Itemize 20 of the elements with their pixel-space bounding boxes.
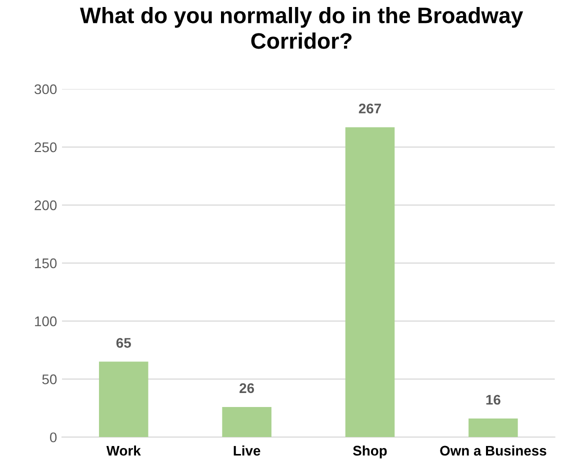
bar	[345, 127, 395, 438]
y-tick-label: 250	[34, 142, 57, 152]
data-label: 26	[240, 383, 254, 394]
x-tick-label: Live	[234, 445, 260, 456]
data-label: 65	[116, 338, 131, 348]
y-tick-label: 100	[35, 316, 57, 326]
x-tick-label: Own a Business	[440, 445, 546, 456]
bar	[98, 362, 148, 438]
y-tick-label: 150	[35, 258, 57, 268]
y-tick-label: 0	[50, 432, 57, 442]
y-tick-label: 50	[42, 374, 57, 384]
bar	[468, 418, 518, 438]
y-tick-label: 300	[34, 84, 57, 94]
x-tick-label: Work	[106, 445, 141, 456]
data-label: 16	[486, 394, 500, 405]
y-tick-label: 200	[34, 200, 57, 210]
bar	[222, 406, 272, 438]
x-tick-label: Shop	[353, 445, 387, 458]
chart-title: What do you normally do in the Broadway Corridor?	[80, 6, 524, 49]
data-label: 267	[358, 104, 381, 114]
